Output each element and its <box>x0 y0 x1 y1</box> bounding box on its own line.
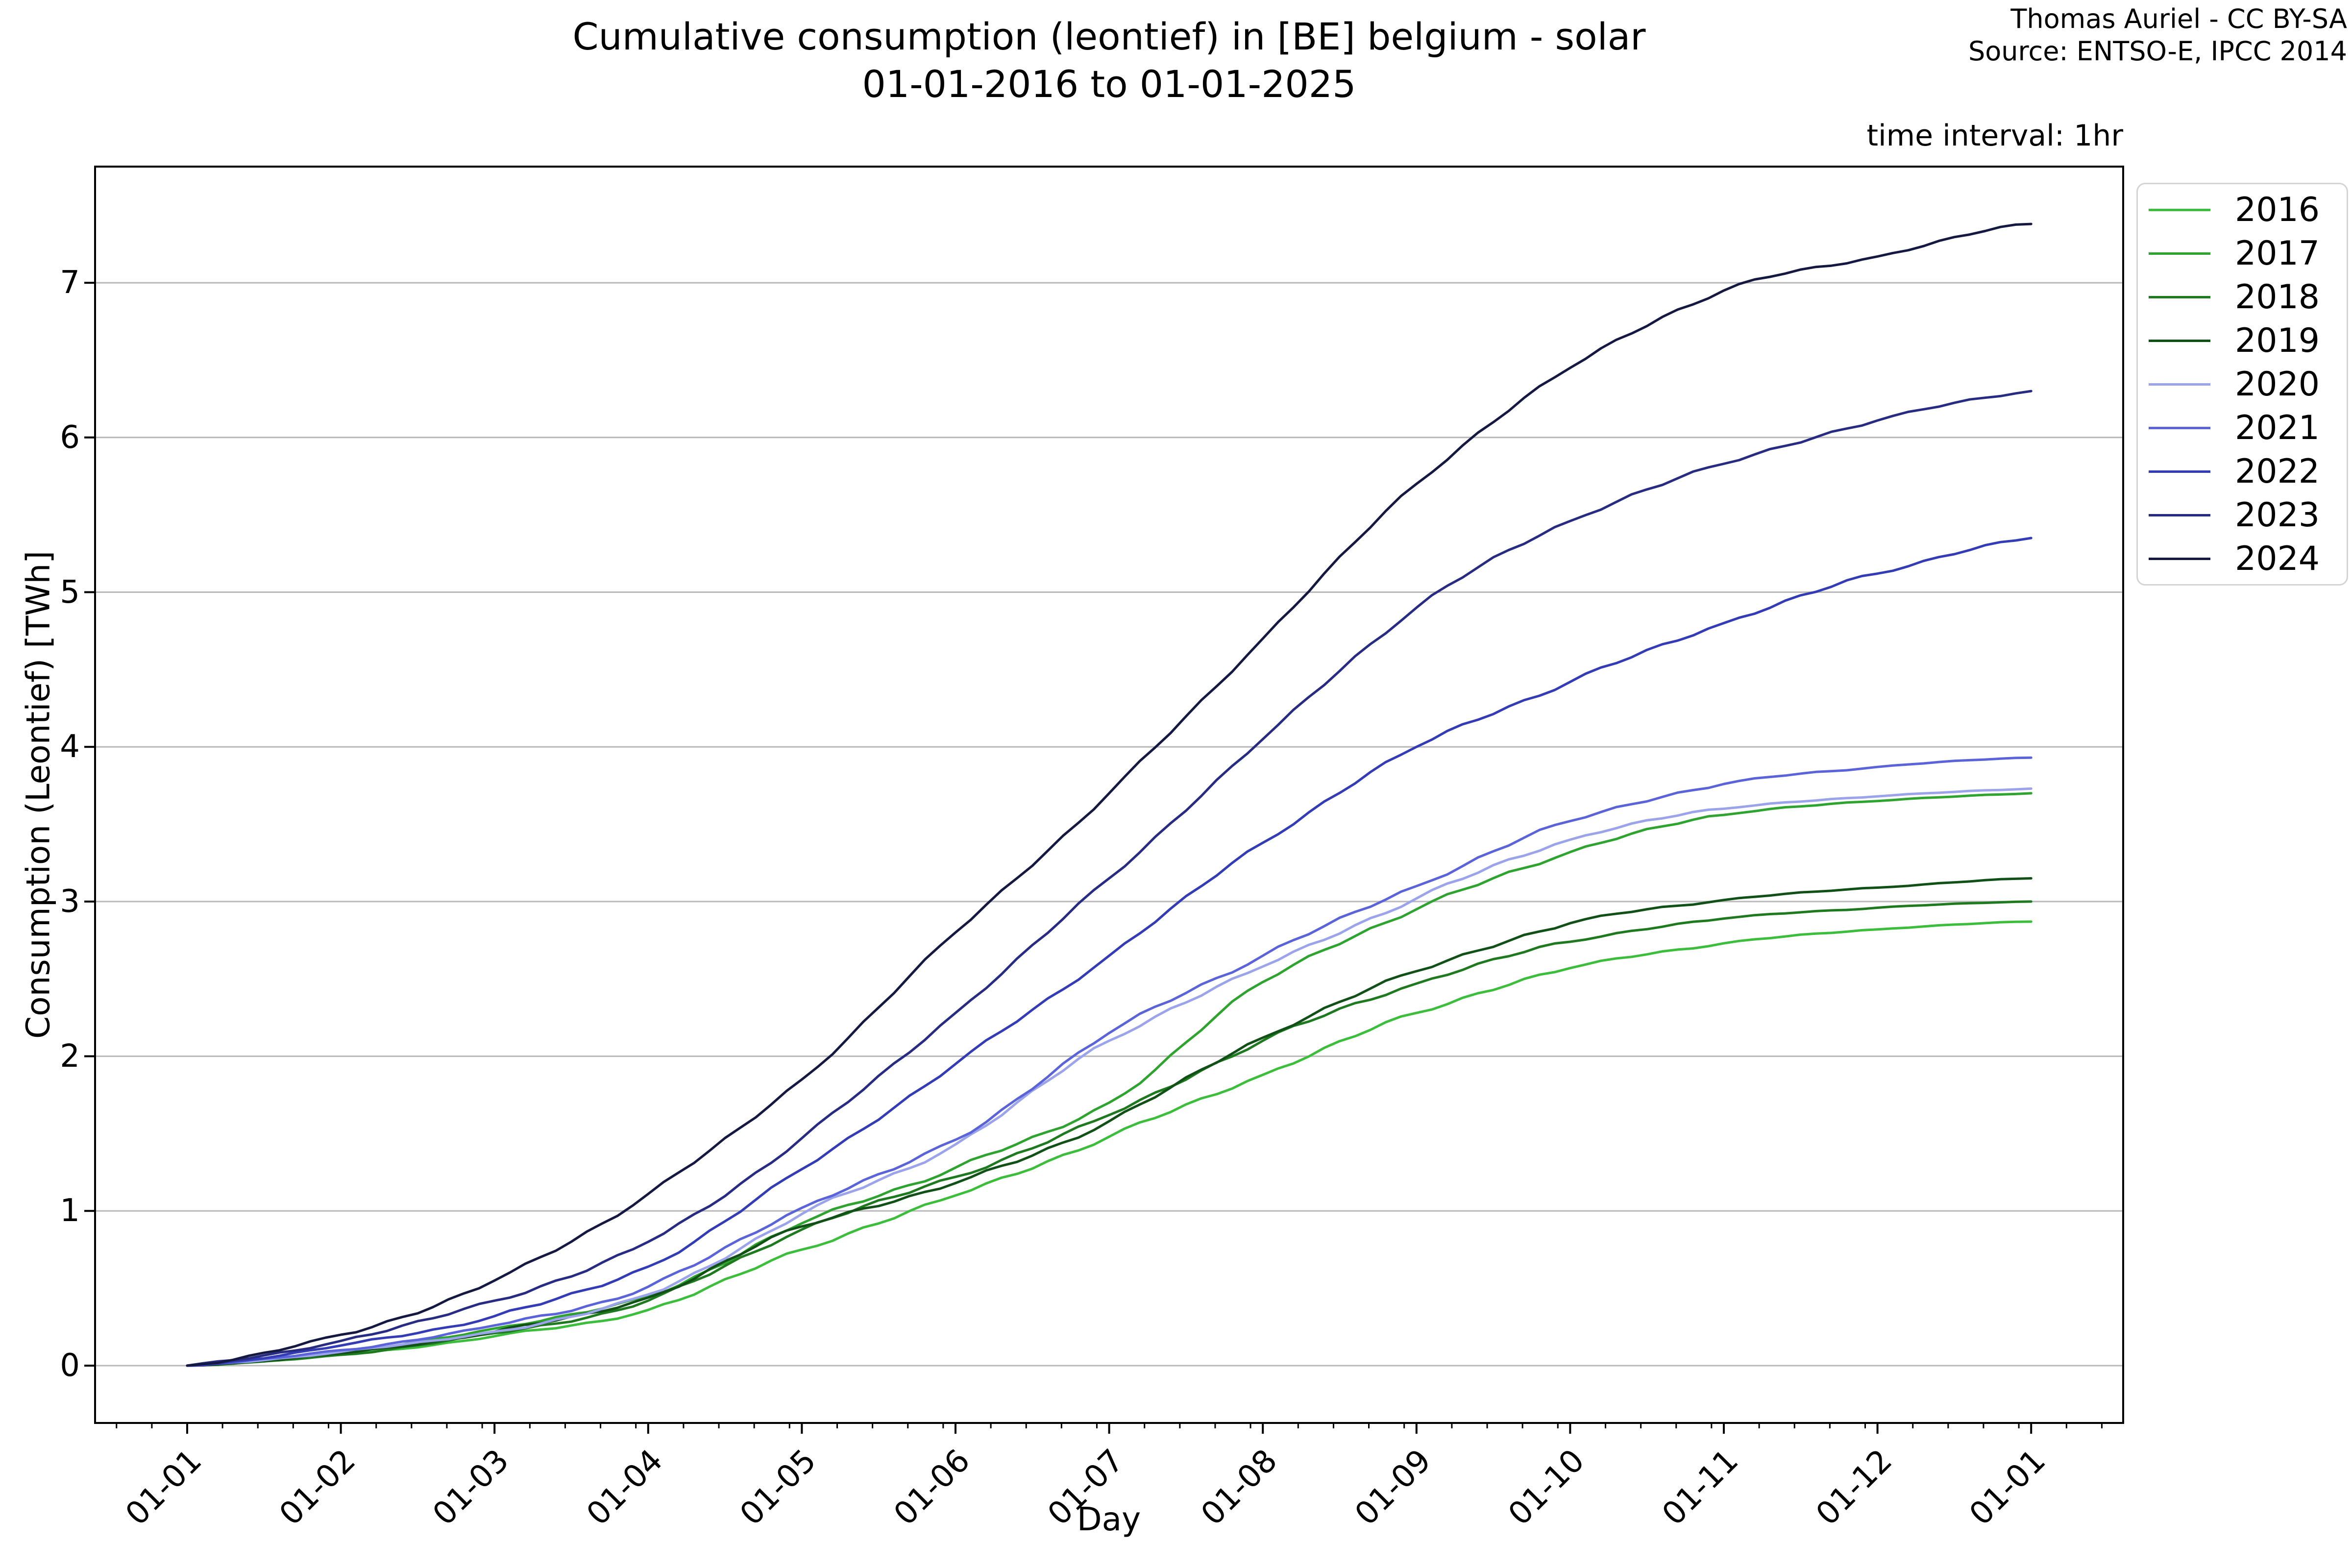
y-tick-label: 0 <box>60 1348 80 1384</box>
legend-label: 2024 <box>2235 539 2320 578</box>
series-line-2016 <box>186 920 2033 1367</box>
legend-label: 2019 <box>2235 321 2320 360</box>
series-line-2023 <box>186 390 2033 1367</box>
y-axis-label: Consumption (Leontief) [TWh] <box>19 551 57 1039</box>
x-axis-label: Day <box>1077 1500 1141 1538</box>
legend-label: 2023 <box>2235 495 2320 535</box>
attribution: Thomas Auriel - CC BY-SA Source: ENTSO-E… <box>1968 3 2347 68</box>
series-line-2022 <box>186 537 2033 1367</box>
legend-label: 2021 <box>2235 408 2320 447</box>
legend-label: 2020 <box>2235 365 2320 404</box>
legend: 2016 2017 2018 2019 2020 2021 2022 2023 2024 <box>2136 183 2348 586</box>
series-line-2024 <box>186 222 2033 1367</box>
legend-label: 2022 <box>2235 452 2320 491</box>
legend-label: 2016 <box>2235 190 2320 229</box>
chart-title-line1: Cumulative consumption (leontief) in [BE… <box>572 15 1646 58</box>
legend-label: 2018 <box>2235 277 2320 317</box>
legend-label: 2017 <box>2235 234 2320 273</box>
legend-swatch-2020 <box>2149 383 2210 386</box>
legend-item-2023: 2023 <box>2149 493 2347 537</box>
legend-item-2018: 2018 <box>2149 275 2347 319</box>
chart-title-line2: 01-01-2016 to 01-01-2025 <box>862 62 1356 106</box>
legend-swatch-2021 <box>2149 427 2210 429</box>
y-tick-label: 1 <box>60 1193 80 1229</box>
y-tick-label: 2 <box>60 1038 80 1075</box>
legend-swatch-2023 <box>2149 514 2210 516</box>
legend-swatch-2016 <box>2149 209 2210 211</box>
y-tick-label: 4 <box>60 729 80 765</box>
y-tick-label: 6 <box>60 419 80 456</box>
legend-swatch-2019 <box>2149 340 2210 342</box>
attribution-source: Source: ENTSO-E, IPCC 2014 <box>1968 35 2347 67</box>
y-tick-label: 7 <box>60 265 80 301</box>
chart-title: Cumulative consumption (leontief) in [BE… <box>95 13 2123 108</box>
time-interval-note: time interval: 1hr <box>1866 119 2123 153</box>
series-line-2017 <box>186 792 2033 1367</box>
series-line-2020 <box>186 787 2033 1367</box>
legend-item-2021: 2021 <box>2149 406 2347 450</box>
legend-item-2017: 2017 <box>2149 232 2347 275</box>
legend-item-2016: 2016 <box>2149 188 2347 232</box>
legend-item-2022: 2022 <box>2149 450 2347 493</box>
legend-swatch-2022 <box>2149 470 2210 473</box>
legend-item-2024: 2024 <box>2149 537 2347 581</box>
series-line-2018 <box>186 900 2033 1367</box>
legend-item-2020: 2020 <box>2149 363 2347 406</box>
y-tick-label: 3 <box>60 883 80 920</box>
attribution-author: Thomas Auriel - CC BY-SA <box>2010 3 2347 34</box>
legend-item-2019: 2019 <box>2149 319 2347 363</box>
y-tick-label: 5 <box>60 574 80 611</box>
legend-swatch-2018 <box>2149 296 2210 298</box>
legend-swatch-2024 <box>2149 558 2210 560</box>
legend-swatch-2017 <box>2149 252 2210 255</box>
series-line-2021 <box>186 756 2033 1367</box>
